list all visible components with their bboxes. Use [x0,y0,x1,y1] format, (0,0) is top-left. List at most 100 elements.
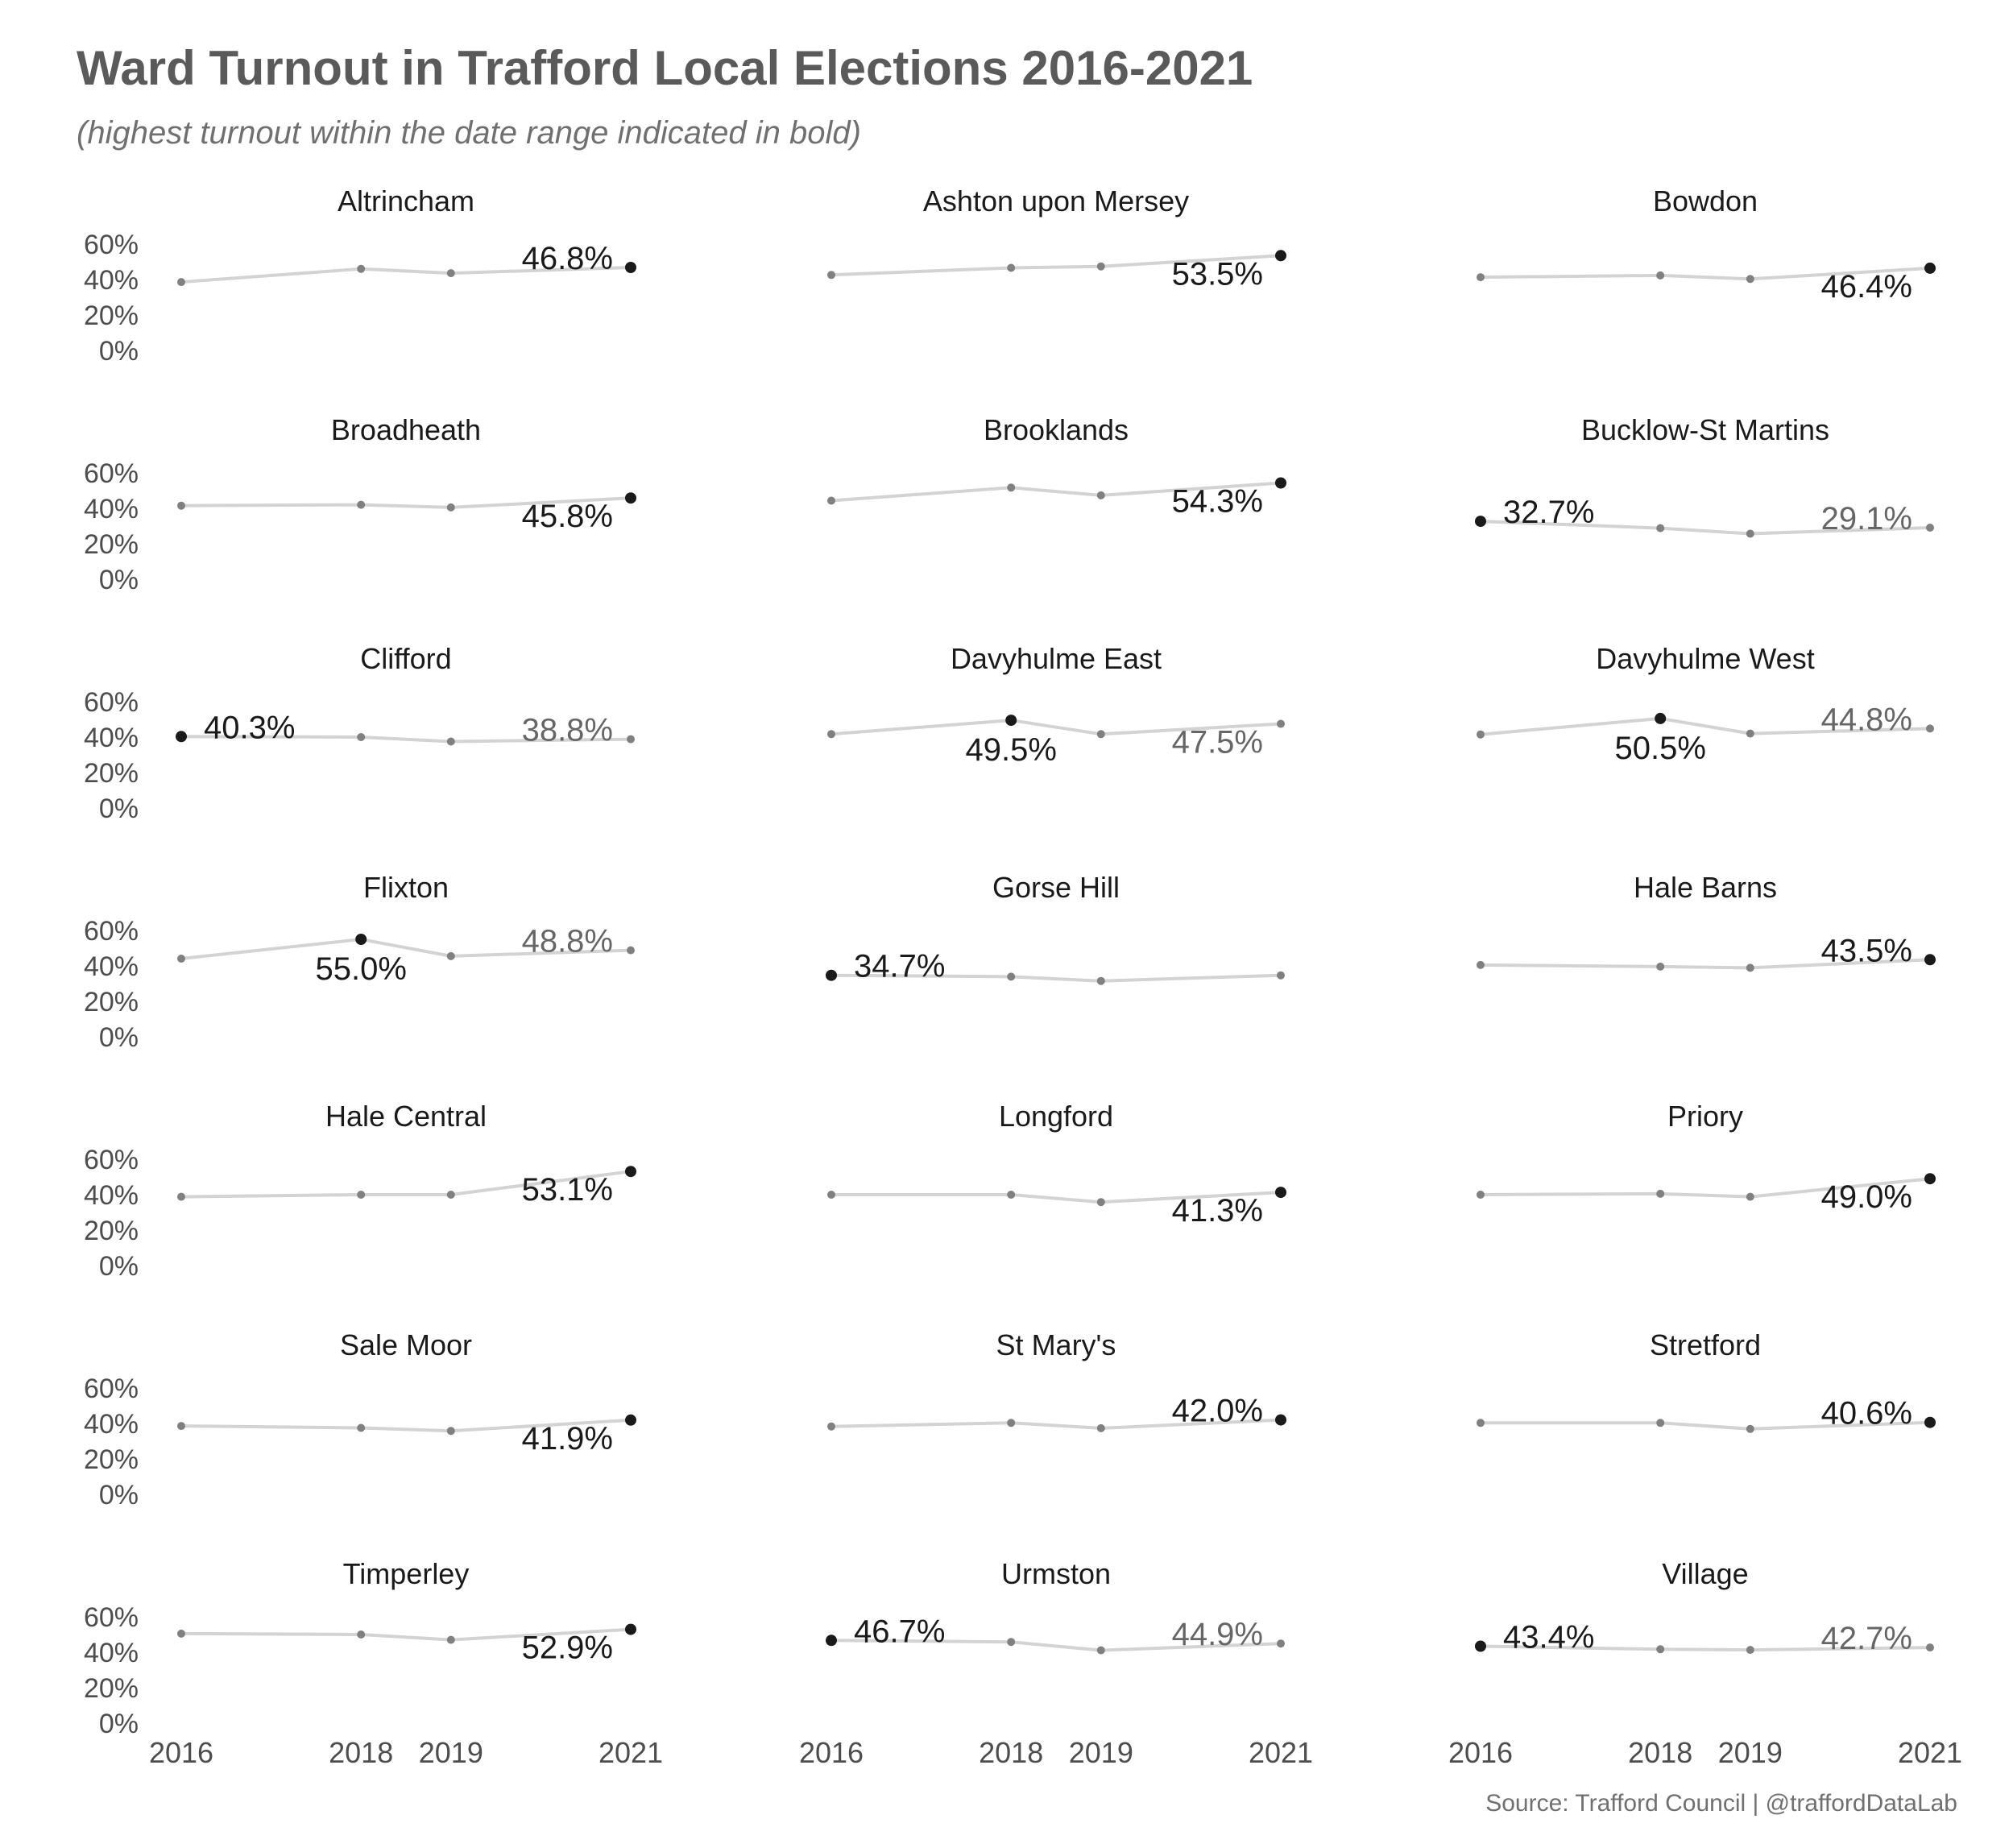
y-tick-label: 0% [99,336,139,367]
turnout-point [1096,1646,1105,1655]
turnout-point [1007,972,1016,981]
facet-title: Bowdon [1653,184,1758,218]
y-tick-label: 40% [84,951,139,982]
turnout-point [357,1423,366,1432]
turnout-point [1007,263,1016,272]
facet-panel: Longford 41.3% [827,1100,1286,1229]
turnout-point [1656,524,1665,532]
y-tick-label: 60% [84,230,139,260]
y-tick-label: 40% [84,1409,139,1440]
chart-subtitle: (highest turnout within the date range i… [77,115,861,151]
y-tick-label: 60% [84,1602,139,1633]
series-line [830,481,1282,503]
latest-turnout-label: 29.1% [1821,501,1912,537]
y-tick-label: 0% [99,793,139,824]
series-line [830,719,1282,736]
x-tick-label: 2021 [1898,1736,1962,1769]
facet-panel: Brooklands 54.3% [827,413,1286,520]
series-line [1480,716,1931,736]
turnout-point [1096,491,1105,499]
facet-title: Hale Barns [1634,871,1777,904]
y-tick-label: 40% [84,1180,139,1211]
x-tick-label: 2016 [799,1736,864,1769]
turnout-point [1477,730,1485,739]
turnout-point [1096,1423,1105,1432]
max-turnout-point [625,1623,636,1635]
max-turnout-label: 46.7% [854,1614,945,1649]
turnout-point [357,1630,366,1639]
max-turnout-point [1005,715,1017,727]
turnout-point [1277,719,1285,728]
facet-title: Davyhulme East [951,642,1162,675]
facet-panel: Clifford 0% 20% 40% 60% 40.3% 38.8% [84,642,635,824]
max-turnout-label: 41.3% [1172,1193,1263,1229]
x-tick-label: 2018 [979,1736,1043,1769]
facet-panel: Davyhulme West 50.5% 44.8% [1477,642,1934,766]
max-turnout-label: 49.0% [1821,1179,1912,1215]
max-turnout-label: 42.0% [1172,1394,1263,1429]
facet-panel: Priory 49.0% [1477,1100,1936,1215]
series-line [830,254,1282,277]
turnout-point [1007,1419,1016,1427]
facet-panel: Hale Central 0% 20% 40% 60% 53.1% [84,1100,636,1282]
y-tick-label: 40% [84,723,139,753]
turnout-point [1926,724,1934,733]
y-tick-label: 20% [84,1444,139,1475]
max-turnout-label: 43.5% [1821,933,1912,968]
turnout-point [1007,483,1016,492]
latest-turnout-label: 44.9% [1172,1617,1263,1652]
turnout-point [1096,262,1105,271]
turnout-point [446,503,455,512]
x-tick-label: 2019 [1069,1736,1133,1769]
series-line [180,1170,632,1199]
facet-title: Davyhulme West [1596,642,1814,675]
max-turnout-point [1475,1640,1486,1652]
facet-title: Ashton upon Mersey [923,184,1189,218]
turnout-point [1656,962,1665,971]
max-turnout-point [1924,1173,1936,1185]
max-turnout-label: 53.5% [1172,256,1263,292]
series-line [180,1418,632,1433]
facet-title: Brooklands [984,413,1129,446]
max-turnout-label: 46.4% [1821,269,1912,305]
y-tick-label: 40% [84,265,139,296]
facet-title: Urmston [1001,1557,1111,1590]
x-tick-label: 2021 [1249,1736,1313,1769]
max-turnout-point [1275,250,1286,262]
y-tick-label: 60% [84,1145,139,1175]
max-turnout-label: 54.3% [1172,484,1263,520]
series-line [180,735,632,744]
facet-panel: Davyhulme East 49.5% 47.5% [827,642,1285,768]
turnout-point [357,500,366,509]
facet-panel: Urmston 46.7% 44.9% 2016 2018 2019 2021 [799,1557,1313,1769]
turnout-point [1656,271,1665,280]
facet-panel: Flixton 0% 20% 40% 60% 55.0% 48.8% [84,871,635,1053]
turnout-point [1477,273,1485,282]
max-turnout-label: 41.9% [522,1421,613,1456]
series-line [830,973,1282,983]
max-turnout-label: 43.4% [1503,1620,1594,1655]
y-tick-label: 60% [84,1374,139,1404]
facet-title: Stretford [1650,1328,1761,1361]
turnout-point [1277,1639,1285,1648]
x-tick-label: 2016 [1448,1736,1513,1769]
turnout-point [446,269,455,278]
turnout-point [177,278,185,287]
facet-title: Hale Central [325,1100,487,1133]
y-tick-label: 0% [99,565,139,595]
max-turnout-point [1655,712,1667,724]
max-turnout-point [625,262,636,273]
y-tick-label: 40% [84,494,139,524]
facet-panel: Hale Barns 43.5% [1477,871,1936,972]
turnout-point [177,1192,185,1201]
series-line [180,496,632,509]
facet-title: Broadheath [331,413,481,446]
max-turnout-point [826,969,837,981]
facet-panel: Bowdon 46.4% [1477,184,1936,305]
max-turnout-label: 45.8% [522,499,613,534]
chart-caption: Source: Trafford Council | @traffordData… [1485,1790,1957,1817]
max-turnout-point [826,1635,837,1647]
turnout-point [1007,1638,1016,1647]
max-turnout-point [1475,516,1486,528]
